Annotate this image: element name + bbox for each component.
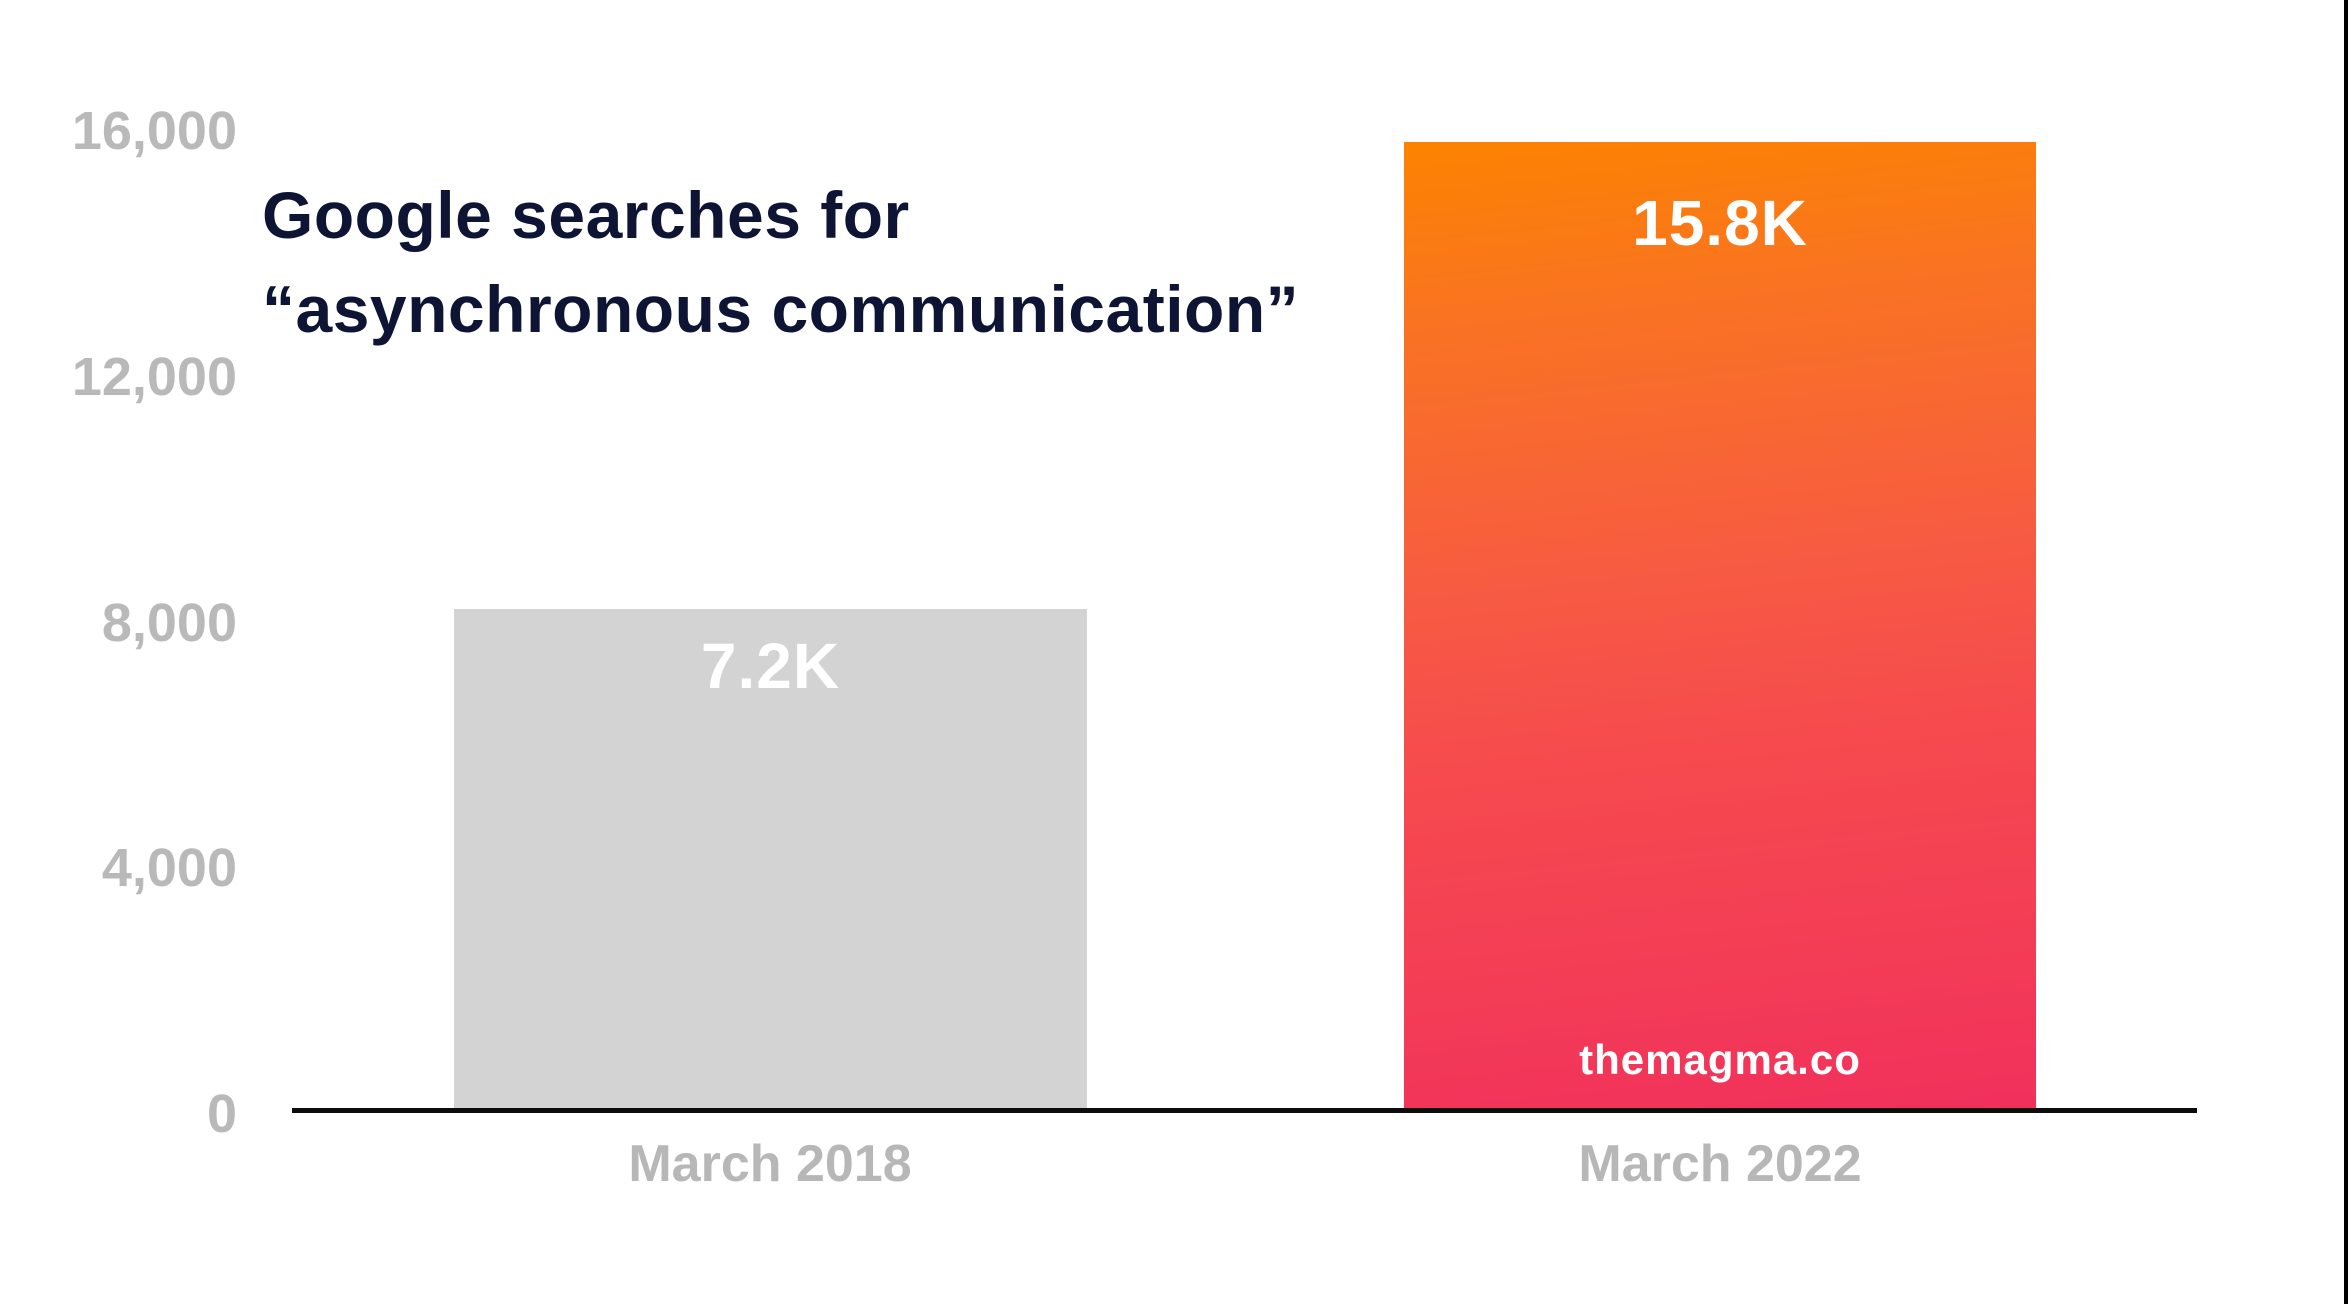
chart-title: Google searches for “asynchronous commun… — [262, 168, 1299, 356]
y-tick-label: 16,000 — [71, 101, 237, 161]
chart-title-line-2: “asynchronous communication” — [262, 272, 1300, 346]
x-category-label: March 2018 — [628, 1135, 912, 1193]
y-tick-label: 8,000 — [101, 592, 237, 653]
watermark: themagma.co — [1579, 1036, 1861, 1083]
bar-value-label-march-2022: 15.8K — [1632, 186, 1808, 259]
bar-march-2018: 7.2K — [454, 608, 1087, 1110]
chart-title-line-1: Google searches for — [262, 178, 910, 252]
bar-value-label-march-2018: 7.2K — [700, 629, 841, 702]
x-category-label: March 2022 — [1578, 1135, 1862, 1193]
bar-march-2022: 15.8K themagma.co — [1404, 141, 2036, 1110]
y-tick-label: 0 — [206, 1084, 237, 1144]
plot-area: 7.2K 15.8K themagma.co — [292, 127, 2197, 1110]
x-axis-line — [292, 1108, 2197, 1113]
y-tick-label: 4,000 — [101, 838, 237, 899]
y-tick-label: 12,000 — [71, 346, 237, 407]
right-edge-line — [2344, 0, 2348, 1304]
